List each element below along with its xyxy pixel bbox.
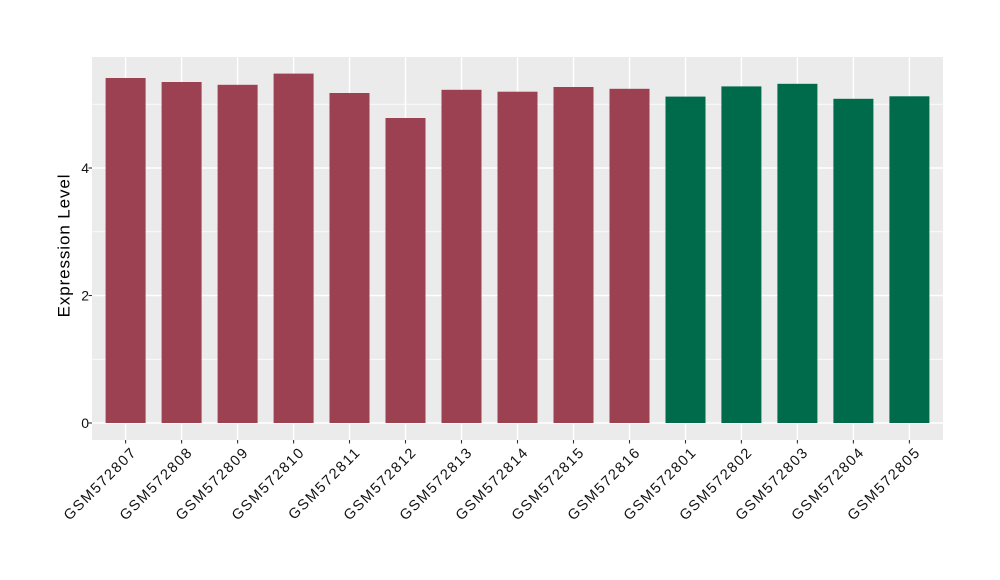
svg-text:Expression Level: Expression Level (55, 174, 74, 318)
svg-text:2: 2 (81, 287, 89, 303)
svg-text:0: 0 (81, 415, 89, 431)
svg-text:4: 4 (81, 160, 89, 176)
